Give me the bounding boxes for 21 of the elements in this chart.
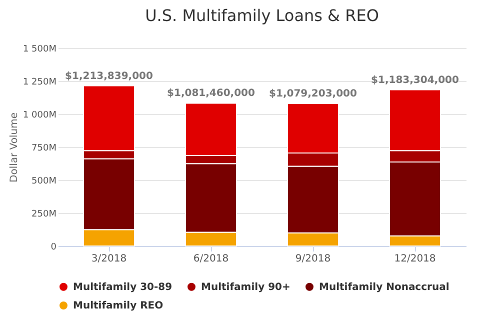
y-tick-label: 750M <box>32 144 56 154</box>
x-tick-label: 6/2018 <box>193 254 229 264</box>
y-tick-label: 500M <box>32 176 56 186</box>
legend-label: Multifamily 30-89 <box>73 282 172 293</box>
legend-label: Multifamily Nonaccrual <box>319 282 450 293</box>
y-tick-label: 250M <box>32 210 56 220</box>
total-label: $1,079,203,000 <box>269 88 358 100</box>
x-tick-label: 12/2018 <box>394 254 436 264</box>
total-label: $1,213,839,000 <box>65 70 154 82</box>
y-tick-label: 1 250M <box>22 78 56 88</box>
chart-title: U.S. Multifamily Loans & REO <box>145 6 379 25</box>
y-axis-title: Dollar Volume <box>8 112 20 182</box>
x-tick-label: 3/2018 <box>91 254 127 264</box>
y-tick-label: 1 000M <box>22 110 56 120</box>
legend-label: Multifamily 90+ <box>201 282 290 293</box>
total-label: $1,081,460,000 <box>167 88 256 100</box>
x-tick-label: 9/2018 <box>295 254 331 264</box>
y-tick-label: 0 <box>50 242 57 252</box>
y-tick-label: 1 500M <box>22 44 56 54</box>
total-label: $1,183,304,000 <box>371 74 460 86</box>
legend-label: Multifamily REO <box>73 300 164 312</box>
